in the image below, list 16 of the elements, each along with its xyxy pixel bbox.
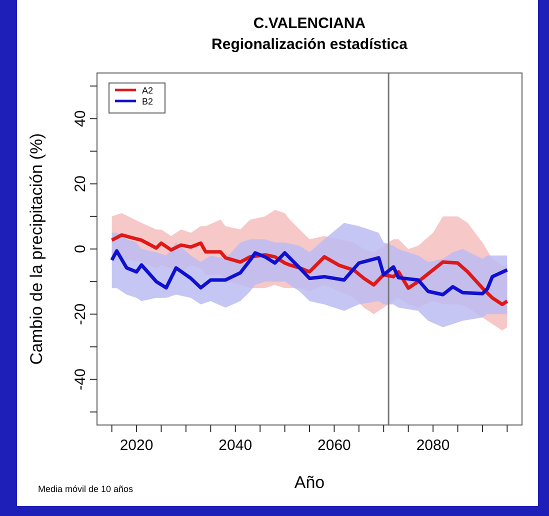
x-axis-title: Año bbox=[294, 473, 325, 492]
x-tick-label: 2040 bbox=[218, 437, 252, 454]
y-tick-label: -40 bbox=[72, 368, 89, 390]
text: Media móvil de 10 años bbox=[38, 484, 134, 494]
y-tick-label: 0 bbox=[72, 244, 89, 254]
y-tick-label: 20 bbox=[72, 175, 89, 192]
chart-title: C.VALENCIANA bbox=[253, 15, 366, 32]
y-tick-label: 40 bbox=[72, 110, 89, 127]
x-tick-label: 2060 bbox=[318, 437, 351, 454]
y-axis-title: Cambio de la precipitación (%) bbox=[27, 133, 46, 365]
x-tick-label: 2020 bbox=[120, 437, 154, 454]
y-tick-label: -20 bbox=[72, 303, 89, 326]
legend-label: B2 bbox=[142, 96, 154, 106]
x-tick-label: 2080 bbox=[416, 437, 450, 454]
chart-subtitle: Regionalización estadística bbox=[212, 36, 408, 53]
legend-label: A2 bbox=[142, 86, 154, 96]
